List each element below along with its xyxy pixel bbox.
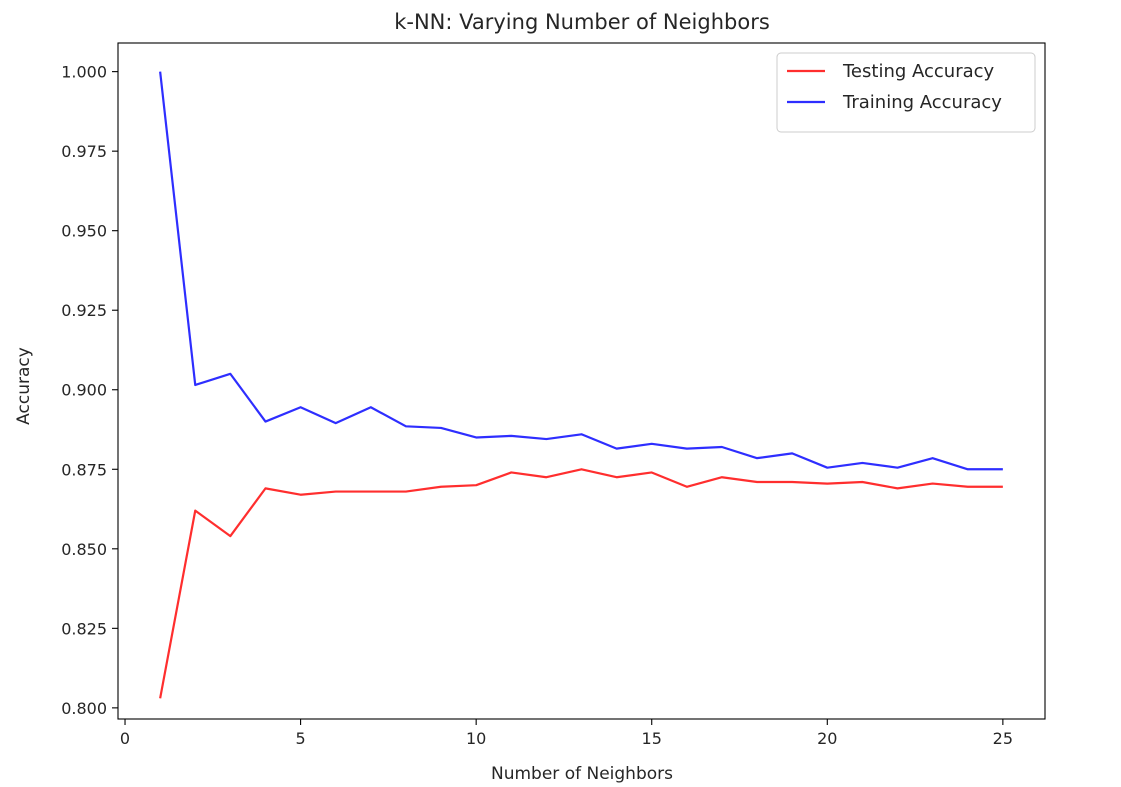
legend-box xyxy=(776,52,1036,133)
legend-label: Testing Accuracy xyxy=(842,61,995,82)
plot-frame xyxy=(117,42,1046,720)
series-line-testing-accuracy xyxy=(159,468,1003,699)
x-tick-label: 0 xyxy=(120,729,130,748)
x-tick-label: 15 xyxy=(642,729,662,748)
y-tick-label: 0.950 xyxy=(61,222,107,241)
y-tick-label: 0.850 xyxy=(61,540,107,559)
y-axis-title: Accuracy xyxy=(14,347,34,425)
y-tick-label: 0.925 xyxy=(61,301,107,320)
legend: Testing Accuracy Training Accuracy xyxy=(776,52,1036,133)
y-tick-label: 0.975 xyxy=(61,142,107,161)
y-tick-label: 0.875 xyxy=(61,460,107,479)
chart-title: k-NN: Varying Number of Neighbors xyxy=(394,10,770,34)
x-tick-label: 20 xyxy=(817,729,837,748)
plot-area: 0 5 10 15 20 25 0.800 0.825 0.850 0.875 0.900 0.925… xyxy=(61,42,1046,748)
y-tick-label: 0.900 xyxy=(61,381,107,400)
y-tick-label: 1.000 xyxy=(61,63,107,82)
x-tick-label: 10 xyxy=(466,729,486,748)
series-line-training-accuracy xyxy=(159,71,1003,471)
y-tick-label: 0.825 xyxy=(61,619,107,638)
x-tick-label: 25 xyxy=(993,729,1013,748)
x-tick-label: 5 xyxy=(295,729,305,748)
legend-label: Training Accuracy xyxy=(842,92,1002,113)
y-tick-label: 0.800 xyxy=(61,699,107,718)
x-axis-title: Number of Neighbors xyxy=(491,764,673,784)
